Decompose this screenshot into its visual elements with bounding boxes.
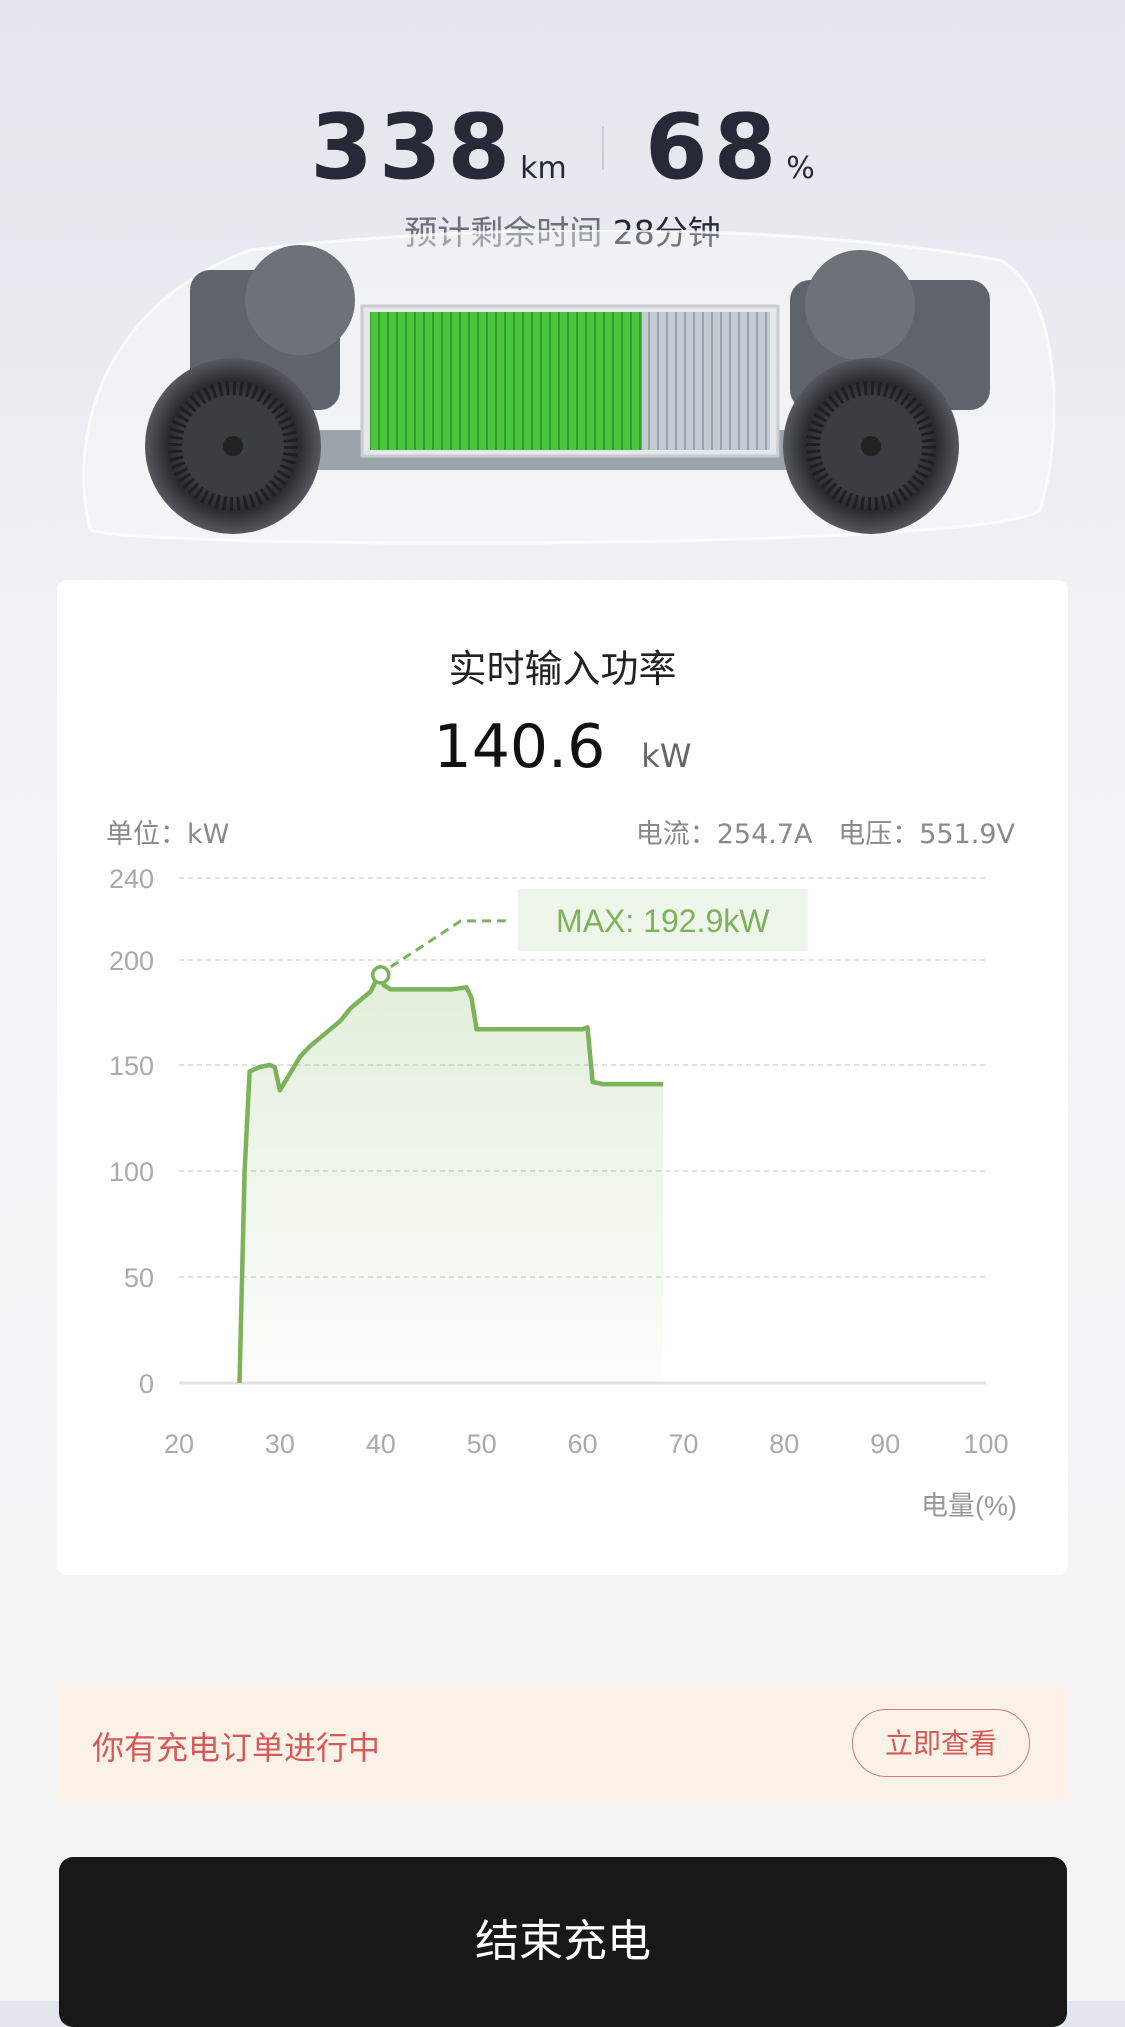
electrical-readout: 电流：254.7A 电压：551.9V: [636, 812, 1015, 851]
power-card-title: 实时输入功率: [448, 647, 677, 691]
soc-value: 68: [644, 95, 783, 200]
unit-label: 单位：kW: [106, 819, 230, 850]
view-order-button[interactable]: 立即查看: [852, 1709, 1030, 1777]
battery-charged-portion: [370, 312, 642, 450]
end-charging-button[interactable]: 结束充电: [59, 1857, 1067, 2027]
order-banner-text: 你有充电订单进行中: [92, 1729, 381, 1767]
voltage-label: 电压：551.9V: [838, 819, 1015, 850]
range-unit: km: [520, 151, 567, 186]
range-and-soc: 338 km 68%: [0, 95, 1125, 200]
front-wheel: [145, 358, 321, 534]
rear-wheel: [783, 358, 959, 534]
divider: [601, 126, 604, 170]
battery-empty-portion: [642, 312, 770, 450]
power-readout: 140.6 kW: [0, 712, 1125, 782]
power-value: 140.6: [433, 712, 606, 782]
current-label: 电流：254.7A: [635, 819, 813, 850]
car-chassis-illustration: [82, 230, 1056, 545]
power-unit: kW: [641, 737, 692, 775]
soc-unit: %: [786, 151, 815, 186]
range-value: 338: [310, 95, 517, 200]
order-banner: [57, 1686, 1068, 1801]
